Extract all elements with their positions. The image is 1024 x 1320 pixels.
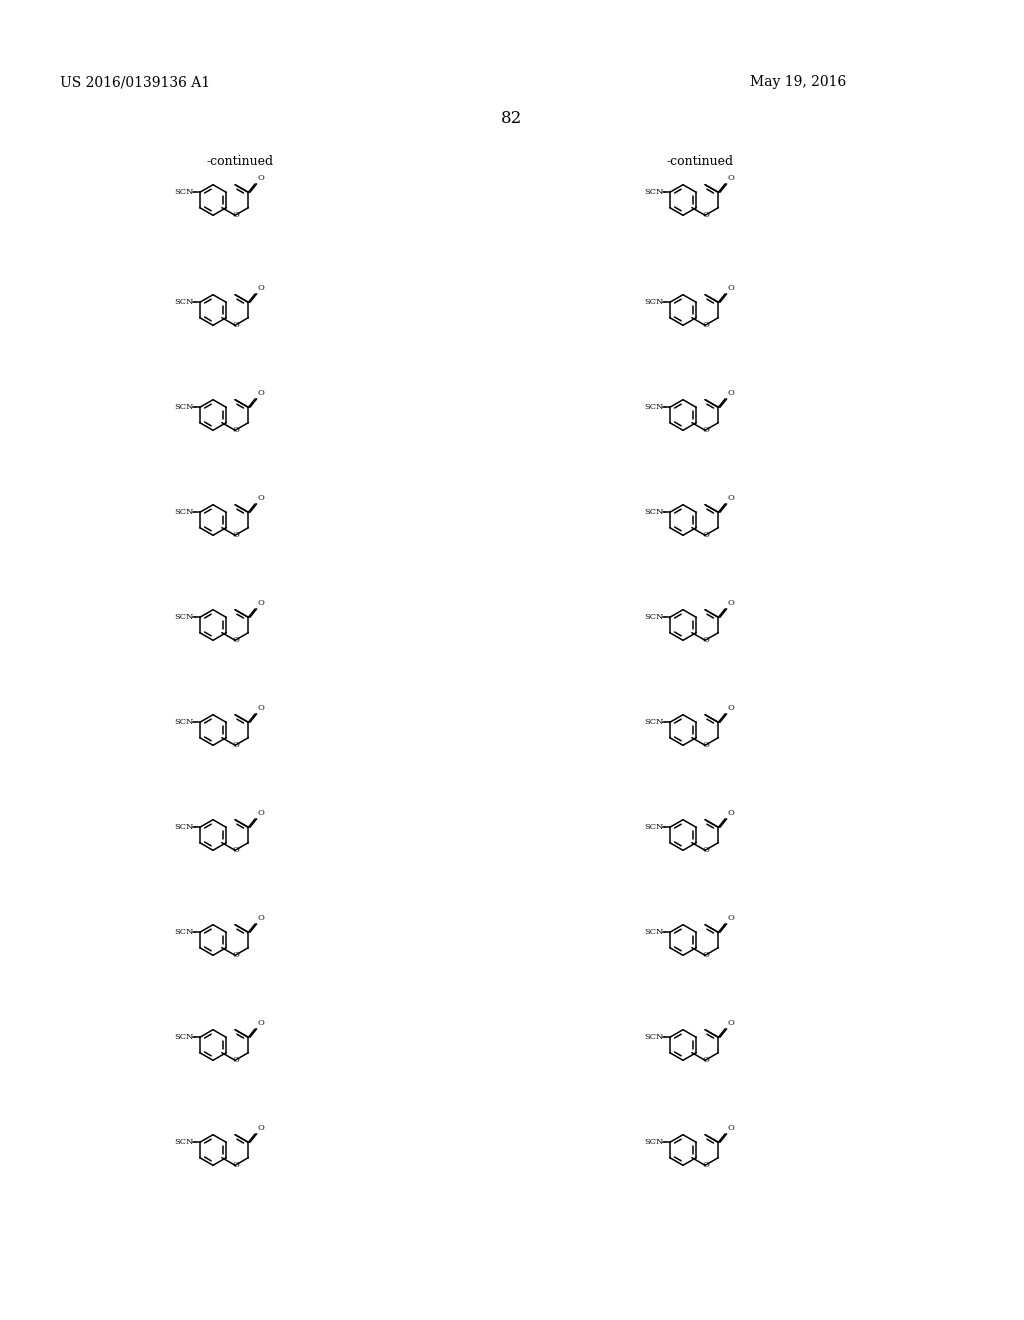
Text: O: O [257, 284, 264, 292]
Text: SCN: SCN [644, 298, 664, 306]
Text: SCN: SCN [174, 298, 194, 306]
Text: SCN: SCN [174, 508, 194, 516]
Text: O: O [727, 494, 734, 502]
Text: SCN: SCN [644, 824, 664, 832]
Text: SCN: SCN [174, 614, 194, 622]
Text: O: O [727, 1019, 734, 1027]
Text: O: O [727, 913, 734, 921]
Text: O: O [702, 531, 710, 540]
Text: SCN: SCN [644, 928, 664, 936]
Text: SCN: SCN [644, 614, 664, 622]
Text: O: O [257, 809, 264, 817]
Text: O: O [702, 846, 710, 854]
Text: O: O [232, 426, 240, 434]
Text: SCN: SCN [644, 1138, 664, 1146]
Text: -continued: -continued [207, 154, 273, 168]
Text: O: O [702, 1056, 710, 1064]
Text: O: O [232, 211, 240, 219]
Text: SCN: SCN [644, 1034, 664, 1041]
Text: O: O [232, 531, 240, 540]
Text: O: O [702, 952, 710, 960]
Text: O: O [257, 1123, 264, 1131]
Text: O: O [702, 636, 710, 644]
Text: SCN: SCN [644, 718, 664, 726]
Text: SCN: SCN [644, 404, 664, 412]
Text: O: O [727, 704, 734, 711]
Text: O: O [232, 846, 240, 854]
Text: SCN: SCN [174, 1034, 194, 1041]
Text: SCN: SCN [174, 824, 194, 832]
Text: SCN: SCN [174, 189, 194, 197]
Text: O: O [257, 1019, 264, 1027]
Text: May 19, 2016: May 19, 2016 [750, 75, 846, 88]
Text: O: O [232, 952, 240, 960]
Text: 82: 82 [502, 110, 522, 127]
Text: O: O [257, 494, 264, 502]
Text: O: O [727, 284, 734, 292]
Text: O: O [702, 1162, 710, 1170]
Text: SCN: SCN [174, 928, 194, 936]
Text: SCN: SCN [174, 404, 194, 412]
Text: US 2016/0139136 A1: US 2016/0139136 A1 [60, 75, 210, 88]
Text: O: O [257, 599, 264, 607]
Text: O: O [702, 321, 710, 329]
Text: O: O [232, 1162, 240, 1170]
Text: O: O [257, 704, 264, 711]
Text: O: O [702, 426, 710, 434]
Text: O: O [232, 636, 240, 644]
Text: O: O [727, 599, 734, 607]
Text: SCN: SCN [174, 718, 194, 726]
Text: SCN: SCN [174, 1138, 194, 1146]
Text: O: O [702, 211, 710, 219]
Text: O: O [727, 174, 734, 182]
Text: O: O [232, 321, 240, 329]
Text: O: O [702, 742, 710, 750]
Text: O: O [727, 809, 734, 817]
Text: O: O [727, 389, 734, 397]
Text: SCN: SCN [644, 189, 664, 197]
Text: SCN: SCN [644, 508, 664, 516]
Text: O: O [257, 174, 264, 182]
Text: -continued: -continued [667, 154, 733, 168]
Text: O: O [727, 1123, 734, 1131]
Text: O: O [257, 913, 264, 921]
Text: O: O [232, 1056, 240, 1064]
Text: O: O [257, 389, 264, 397]
Text: O: O [232, 742, 240, 750]
